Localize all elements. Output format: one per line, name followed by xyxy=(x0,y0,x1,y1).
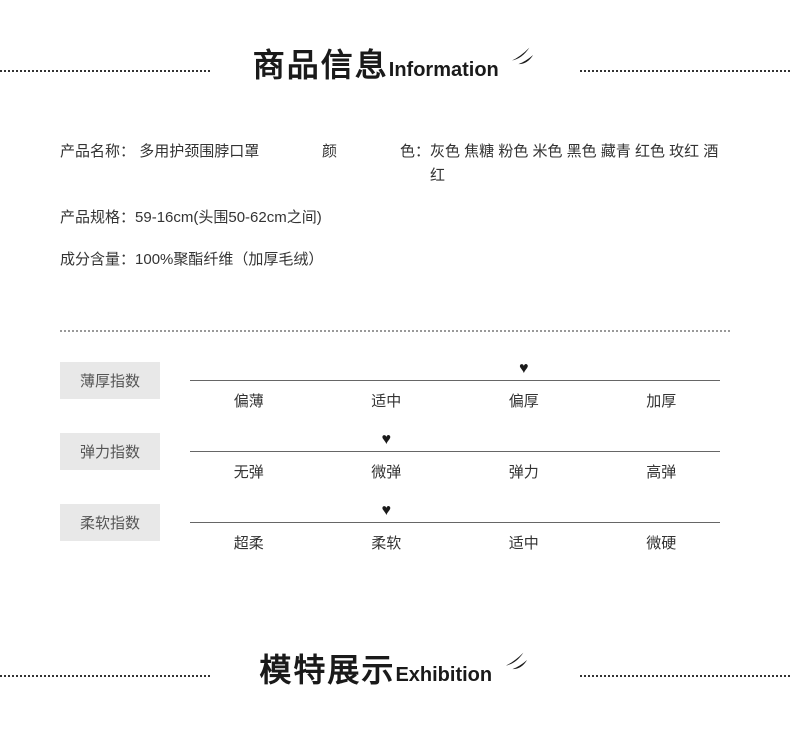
scale-option: 偏薄 xyxy=(180,384,318,411)
scale-option: 高弹 xyxy=(593,455,731,482)
spec-value: 59-16cm(头围50-62cm之间) xyxy=(135,206,322,230)
index-scale: 偏薄适中偏厚加厚 xyxy=(180,362,730,411)
index-label: 柔软指数 xyxy=(60,504,160,541)
section-header-exhibition: 模特展示Exhibition xyxy=(0,645,790,705)
flourish-icon xyxy=(503,649,531,676)
scale-option: 微弹 xyxy=(318,455,456,482)
index-row: 弹力指数无弹微弹弹力高弹 xyxy=(60,433,730,482)
material-value: 100%聚酯纤维（加厚毛绒） xyxy=(135,248,323,272)
section-header-info: 商品信息Information xyxy=(0,40,790,100)
title-cn: 商品信息 xyxy=(253,47,389,83)
info-name: 产品名称： 多用护颈围脖口罩 xyxy=(60,140,322,164)
scale-option: 柔软 xyxy=(318,526,456,553)
title2-cn: 模特展示 xyxy=(259,652,395,688)
title2-en: Exhibition xyxy=(395,664,492,686)
index-section: 薄厚指数偏薄适中偏厚加厚弹力指数无弹微弹弹力高弹柔软指数超柔柔软适中微硬 xyxy=(0,352,790,605)
info-color: 颜色： 灰色 焦糖 粉色 米色 黑色 藏青 红色 玫红 酒红 xyxy=(322,140,730,188)
name-value: 多用护颈围脖口罩 xyxy=(139,143,259,160)
scale-option: 无弹 xyxy=(180,455,318,482)
color-label: 颜 xyxy=(322,140,400,164)
section-title-info: 商品信息Information xyxy=(253,40,499,86)
title-en: Information xyxy=(389,59,499,81)
scale-option: 偏厚 xyxy=(455,384,593,411)
color-label2: 色： xyxy=(400,140,430,164)
scale-option: 加厚 xyxy=(593,384,731,411)
scale-option: 适中 xyxy=(318,384,456,411)
material-label: 成分含量： xyxy=(60,248,135,272)
dotted-divider xyxy=(60,330,730,332)
scale-option: 适中 xyxy=(455,526,593,553)
scale-option: 弹力 xyxy=(455,455,593,482)
color-value: 灰色 焦糖 粉色 米色 黑色 藏青 红色 玫红 酒红 xyxy=(430,140,730,188)
scale-options: 无弹微弹弹力高弹 xyxy=(180,455,730,482)
index-label: 弹力指数 xyxy=(60,433,160,470)
scale-option: 微硬 xyxy=(593,526,731,553)
info-spec: 产品规格： 59-16cm(头围50-62cm之间) xyxy=(60,206,730,230)
scale-option: 超柔 xyxy=(180,526,318,553)
product-info-block: 产品名称： 多用护颈围脖口罩 颜色： 灰色 焦糖 粉色 米色 黑色 藏青 红色 … xyxy=(0,130,790,310)
spec-label: 产品规格： xyxy=(60,206,135,230)
scale-options: 超柔柔软适中微硬 xyxy=(180,526,730,553)
section-title-exhibition: 模特展示Exhibition xyxy=(259,645,492,691)
index-scale: 超柔柔软适中微硬 xyxy=(180,504,730,553)
index-scale: 无弹微弹弹力高弹 xyxy=(180,433,730,482)
index-row: 薄厚指数偏薄适中偏厚加厚 xyxy=(60,362,730,411)
index-label: 薄厚指数 xyxy=(60,362,160,399)
index-row: 柔软指数超柔柔软适中微硬 xyxy=(60,504,730,553)
info-material: 成分含量： 100%聚酯纤维（加厚毛绒） xyxy=(60,248,730,272)
scale-options: 偏薄适中偏厚加厚 xyxy=(180,384,730,411)
name-label: 产品名称： xyxy=(60,143,135,160)
flourish-icon xyxy=(509,44,537,71)
